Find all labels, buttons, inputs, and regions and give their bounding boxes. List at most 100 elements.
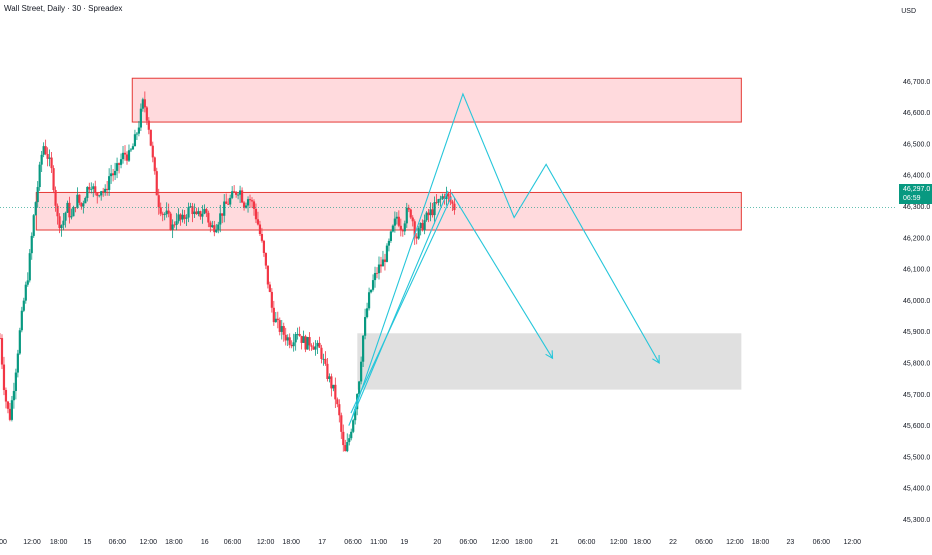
x-tick-label: 12:00 (140, 539, 158, 546)
candle-body (137, 127, 140, 134)
candle-body (82, 203, 85, 207)
candle-body (354, 409, 357, 421)
candle-body (167, 210, 170, 214)
candle-body (362, 335, 365, 362)
candle-body (270, 291, 273, 308)
currency-label[interactable]: USD (901, 8, 916, 15)
projections-layer (348, 92, 660, 426)
x-tick-label: 18:00 (165, 539, 183, 546)
projection-arrowhead (652, 355, 660, 365)
candle-body (413, 221, 416, 237)
candle-body (36, 187, 39, 203)
candle-body (358, 381, 361, 395)
zone-middle-supply[interactable] (35, 191, 742, 231)
x-axis[interactable]: 00 12:00 18:00 15 06:00 12:00 18:00 16 06:00 12:0… (0, 539, 861, 546)
candle-body (395, 216, 398, 219)
candle-body (278, 320, 281, 332)
y-tick-label: 45,400.0 (903, 486, 930, 493)
candle-body (451, 201, 454, 204)
candle-body (360, 361, 363, 382)
candle-body (64, 212, 67, 221)
candle-body (173, 224, 176, 226)
candle-body (6, 401, 10, 409)
candle-body (119, 159, 123, 165)
zone-target[interactable] (357, 333, 742, 390)
x-tick-label: 12:00 (23, 539, 41, 546)
price-badge-countdown: 06:59 (903, 195, 921, 202)
candle-body (195, 211, 198, 215)
candle-body (169, 213, 172, 230)
candle-body (163, 214, 166, 216)
candle-body (92, 186, 95, 189)
y-tick-label: 46,500.0 (903, 141, 930, 148)
candle-body (437, 199, 440, 203)
projection-direct-drop[interactable] (450, 192, 554, 359)
candle-body (219, 213, 222, 225)
y-tick-label: 46,400.0 (903, 173, 930, 180)
projection-arrowhead (545, 350, 554, 360)
candle-body (364, 317, 367, 336)
candle-body (302, 336, 305, 343)
zone-upper-supply[interactable] (131, 77, 742, 123)
candle-body (312, 346, 315, 350)
candle-body (264, 252, 267, 266)
candle-body (94, 186, 97, 194)
candle-body (411, 217, 414, 222)
candle-body (84, 197, 87, 204)
candle-body (431, 209, 434, 216)
candle-body (409, 209, 412, 218)
y-tick-label: 45,600.0 (903, 423, 930, 430)
candle-body (189, 206, 192, 208)
candle-body (10, 400, 14, 420)
candle-body (304, 336, 307, 350)
candle-body (50, 157, 53, 169)
y-tick-label: 46,200.0 (903, 235, 930, 242)
candle-body (108, 176, 111, 190)
candle-body (233, 191, 236, 193)
y-tick-label: 46,100.0 (903, 267, 930, 274)
x-tick-label: 19 (400, 539, 408, 546)
candle-body (14, 372, 17, 392)
candle-body (405, 207, 408, 224)
candle-body (296, 333, 299, 335)
candle-body (248, 199, 252, 201)
y-tick-label: 45,900.0 (903, 329, 930, 336)
candle-body (237, 194, 240, 196)
candle-body (381, 259, 385, 267)
candle-body (72, 207, 75, 217)
x-tick-label: 12:00 (610, 539, 628, 546)
price-badge-value: 46,297.0 (903, 186, 931, 193)
y-axis[interactable]: 46,700.0 46,600.0 46,500.0 46,400.0 46,300.0… (903, 79, 930, 524)
candle-body (338, 404, 341, 416)
candle-body (385, 245, 389, 262)
candle-body (429, 209, 432, 216)
candle-body (403, 223, 406, 232)
candle-body (393, 218, 396, 226)
candle-body (175, 221, 178, 225)
candle-body (266, 265, 269, 285)
candle-body (425, 212, 428, 221)
candle-body (151, 145, 154, 158)
x-tick-label: 06:00 (460, 539, 478, 546)
y-tick-label: 45,800.0 (903, 361, 930, 368)
candle-body (48, 157, 51, 159)
projection-bullish-then-drop[interactable] (351, 92, 660, 418)
candle-body (443, 196, 446, 199)
candle-body (106, 188, 109, 190)
candle-body (377, 264, 381, 274)
candle-body (40, 154, 43, 165)
candle-body (177, 214, 180, 222)
candle-body (254, 208, 258, 220)
x-tick-label: 22 (669, 539, 677, 546)
projection-rally-line-1[interactable] (348, 190, 449, 426)
projection-rally-line-2[interactable] (350, 196, 452, 414)
candle-body (415, 236, 418, 239)
candle-body (326, 363, 329, 379)
candle-body (258, 224, 262, 234)
candle-body (238, 190, 242, 195)
x-tick-label: 12:00 (844, 539, 862, 546)
candle-body (145, 107, 148, 121)
x-tick-label: 18:00 (515, 539, 533, 546)
